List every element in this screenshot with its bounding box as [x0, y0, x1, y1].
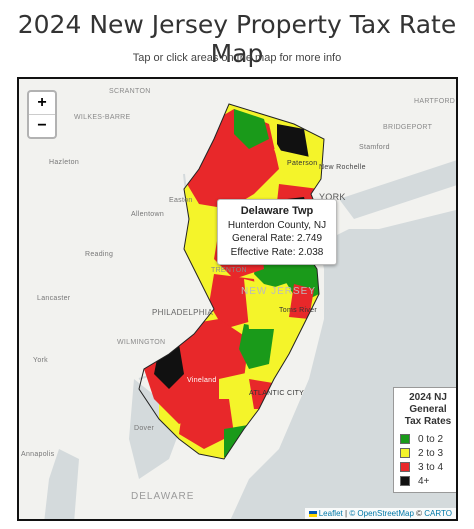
place-label-delaware: DELAWARE — [131, 491, 195, 502]
attribution-copyright: © — [416, 509, 423, 518]
legend-label: 2 to 3 — [418, 447, 444, 459]
place-label-new-jersey: NEW JERSEY — [241, 286, 317, 297]
map-instructions: Tap or click areas on the map for more i… — [132, 52, 342, 64]
place-label-paterson: Paterson — [287, 160, 318, 167]
legend-title-line2: General — [409, 404, 447, 415]
osm-link[interactable]: © OpenStreetMap — [349, 509, 414, 518]
attribution-separator: | — [345, 509, 348, 518]
region-central-yellow — [244, 279, 284, 329]
place-label-trenton: TRENTON — [211, 267, 247, 274]
legend-item: 4+ — [398, 474, 456, 488]
place-label-stamford: Stamford — [359, 144, 390, 151]
delaware-bay — [129, 379, 184, 479]
legend-title-line1: 2024 NJ — [409, 392, 447, 403]
long-island-sound — [339, 160, 456, 219]
place-label-lancaster: Lancaster — [37, 295, 71, 302]
popup-effective-rate: Effective Rate: 2.038 — [230, 246, 324, 258]
place-label-new-york: YORK — [319, 192, 346, 202]
place-label-philadelphia: PHILADELPHIA — [152, 308, 213, 317]
place-label-hartford: HARTFORD — [414, 98, 456, 105]
zoom-out-button[interactable]: − — [29, 114, 55, 137]
place-label-dover: Dover — [134, 425, 155, 432]
page-title: 2024 New Jersey Property Tax Rate Map — [17, 10, 457, 68]
place-label-wilkes-barre: WILKES-BARRE — [74, 114, 131, 121]
municipality-popup[interactable]: Delaware Twp Hunterdon County, NJ Genera… — [217, 199, 337, 265]
legend-item: 2 to 3 — [398, 446, 456, 460]
place-label-atlantic-city: ATLANTIC CITY — [249, 390, 305, 397]
popup-general-rate: General Rate: 2.749 — [231, 233, 323, 244]
region-ne-yellow — [274, 149, 319, 191]
legend-swatch — [400, 434, 410, 444]
legend-swatch — [400, 462, 410, 472]
map-legend: 2024 NJ General Tax Rates 0 to 2 2 to 3 … — [393, 387, 456, 493]
leaflet-link[interactable]: Leaflet — [318, 509, 343, 518]
legend-item: 0 to 2 — [398, 432, 456, 446]
legend-label: 3 to 4 — [418, 461, 444, 473]
region-cape-green — [224, 424, 254, 459]
place-label-reading: Reading — [85, 251, 114, 258]
place-label-york: York — [33, 357, 48, 364]
place-label-hazleton: Hazleton — [49, 159, 80, 166]
popup-county: Hunterdon County, NJ — [227, 219, 327, 231]
place-label-new-rochelle: New Rochelle — [319, 164, 366, 171]
legend-swatch — [400, 476, 410, 486]
carto-link[interactable]: CARTO — [424, 509, 452, 518]
legend-swatch — [400, 448, 410, 458]
place-label-vineland: Vineland — [187, 377, 217, 384]
legend-title-line3: Tax Rates — [404, 416, 452, 427]
region-north-green — [234, 109, 269, 149]
legend-item: 3 to 4 — [398, 460, 456, 474]
place-label-annapolis: Annapolis — [21, 451, 55, 458]
map-attribution: Leaflet | © OpenStreetMap © CARTO — [304, 508, 456, 519]
place-label-allentown: Allentown — [131, 211, 165, 218]
place-label-bridgeport: BRIDGEPORT — [383, 124, 433, 131]
legend-title: 2024 NJ General Tax Rates — [398, 392, 456, 428]
region-south-red2 — [179, 399, 234, 449]
zoom-control: + − — [27, 90, 57, 139]
map[interactable]: SCRANTON WILKES-BARRE Hazleton Allentown… — [17, 77, 458, 521]
legend-label: 4+ — [418, 475, 430, 487]
region-south-green — [239, 324, 274, 369]
popup-title: Delaware Twp — [240, 205, 314, 217]
place-label-wilmington: WILMINGTON — [117, 339, 166, 346]
place-label-easton: Easton — [169, 197, 193, 204]
legend-label: 0 to 2 — [418, 433, 444, 445]
ukraine-flag-icon — [308, 510, 317, 517]
place-label-toms-river: Toms River — [279, 307, 318, 314]
chesapeake-bay — [44, 449, 79, 519]
zoom-in-button[interactable]: + — [37, 94, 47, 111]
place-label-scranton: SCRANTON — [109, 88, 151, 95]
region-coast-red — [289, 284, 314, 319]
